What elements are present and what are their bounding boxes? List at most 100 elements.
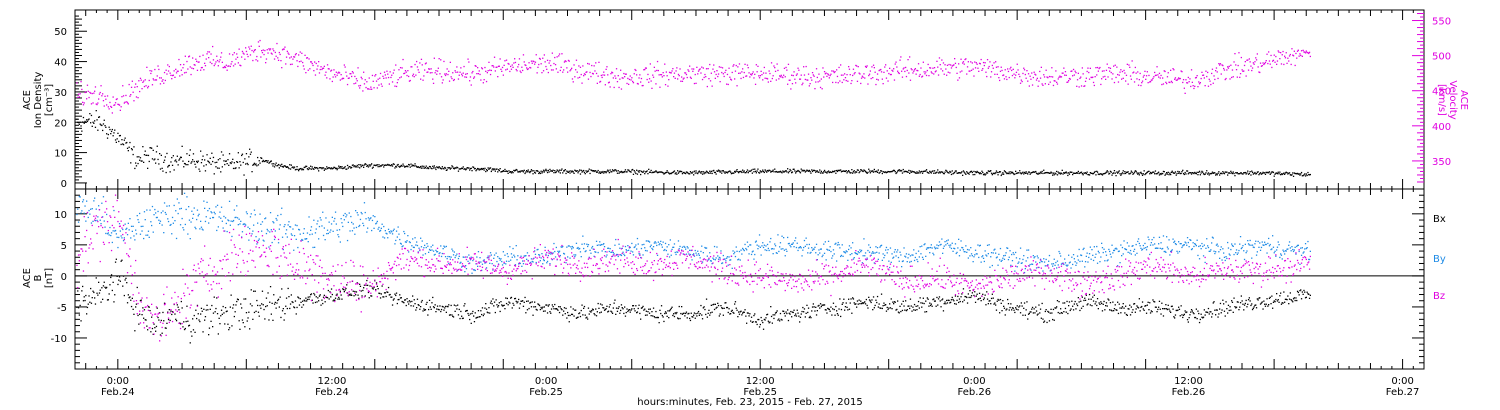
bx-series-point xyxy=(1040,317,1042,319)
density-series-point xyxy=(1106,170,1108,172)
velocity-series-point xyxy=(724,71,726,74)
bx-series-point xyxy=(480,310,482,312)
bx-series-point xyxy=(986,298,989,300)
bx-series-point xyxy=(856,306,858,308)
velocity-series-point xyxy=(445,73,447,75)
density-series-point xyxy=(879,171,881,174)
x-tick-label-time: 0:00 xyxy=(963,376,985,387)
density-series-point xyxy=(628,170,631,172)
velocity-series-point xyxy=(343,64,345,66)
velocity-series-point xyxy=(1171,81,1173,84)
bx-series-point xyxy=(171,313,173,316)
velocity-series-point xyxy=(956,72,958,74)
bx-series-point xyxy=(488,307,490,309)
velocity-series-point xyxy=(1121,78,1123,80)
density-series-point xyxy=(864,170,867,173)
density-series-point xyxy=(802,169,804,171)
bx-series-point xyxy=(485,303,487,305)
bx-series-point xyxy=(114,261,117,263)
bx-series-point xyxy=(941,299,943,301)
bx-series-point xyxy=(991,293,993,295)
velocity-series-point xyxy=(535,54,537,56)
velocity-series-point xyxy=(212,59,215,61)
bx-series-point xyxy=(266,305,268,307)
bx-series-point xyxy=(732,311,734,314)
density-series-point xyxy=(572,171,574,173)
bx-series-point xyxy=(505,297,507,299)
velocity-series-point xyxy=(1018,73,1020,75)
density-series-point xyxy=(624,170,626,173)
velocity-series-point xyxy=(1161,83,1163,86)
velocity-series-point xyxy=(357,67,359,69)
density-series-point xyxy=(448,167,450,169)
density-series-point xyxy=(514,170,516,172)
bx-series-point xyxy=(206,304,208,306)
density-series-point xyxy=(522,170,524,172)
bx-series-point xyxy=(974,301,977,303)
density-series-point xyxy=(437,167,439,169)
density-series-point xyxy=(140,160,142,162)
velocity-series-point xyxy=(681,80,684,82)
bx-series-point xyxy=(852,298,855,300)
bx-series-point xyxy=(1048,311,1050,313)
bx-series-point xyxy=(635,305,637,307)
velocity-series-point xyxy=(800,74,802,76)
density-series-point xyxy=(612,170,614,172)
bx-series-point xyxy=(772,314,774,316)
density-series-point xyxy=(841,170,843,172)
density-series-point xyxy=(1019,172,1022,174)
velocity-series-point xyxy=(241,50,244,53)
velocity-series-point xyxy=(360,76,362,78)
velocity-series-point xyxy=(342,77,345,80)
density-series-point xyxy=(807,170,809,172)
density-series-point xyxy=(1198,171,1200,173)
velocity-series-point xyxy=(113,104,115,106)
bx-series-point xyxy=(198,319,200,321)
velocity-series-point xyxy=(1304,51,1306,53)
x-tick-label-time: 0:00 xyxy=(107,376,129,387)
velocity-series-point xyxy=(1101,70,1104,72)
velocity-series-point xyxy=(673,72,676,74)
density-series-point xyxy=(1079,172,1081,174)
velocity-series-point xyxy=(935,70,937,72)
bx-series-point xyxy=(902,300,904,302)
velocity-series-point xyxy=(857,66,859,68)
density-series-point xyxy=(546,171,549,174)
velocity-series-point xyxy=(922,61,924,63)
velocity-series-point xyxy=(1231,76,1233,79)
bx-series-point xyxy=(951,296,953,299)
bx-series-point xyxy=(933,298,935,300)
velocity-series-point xyxy=(176,70,178,72)
density-series-point xyxy=(992,172,994,175)
bx-series-point xyxy=(818,304,820,307)
velocity-series-point xyxy=(533,60,535,63)
density-series-point xyxy=(411,165,413,167)
bx-series-point xyxy=(806,304,808,306)
velocity-series-point xyxy=(937,66,939,68)
velocity-series-point xyxy=(914,68,916,70)
velocity-series-point xyxy=(353,83,355,85)
velocity-series-point xyxy=(584,73,586,76)
velocity-series-point xyxy=(126,102,129,104)
velocity-series-point xyxy=(1084,80,1087,82)
density-series-point xyxy=(194,163,196,165)
density-series-point xyxy=(1148,170,1150,172)
bx-series-point xyxy=(695,313,697,315)
density-series-point xyxy=(110,130,113,133)
density-series-point xyxy=(1032,171,1034,173)
bx-series-point xyxy=(620,304,623,306)
density-series-point xyxy=(96,119,98,121)
density-series-point xyxy=(77,121,80,124)
bx-series-point xyxy=(78,314,80,316)
bx-series-point xyxy=(726,306,729,309)
velocity-series-point xyxy=(211,62,213,65)
density-series-point xyxy=(1170,173,1172,176)
velocity-series-point xyxy=(1110,71,1112,74)
bx-series-point xyxy=(1056,300,1059,302)
bx-series-point xyxy=(374,280,376,282)
density-series-point xyxy=(595,170,597,172)
velocity-series-point xyxy=(772,75,774,77)
density-series-point xyxy=(844,170,846,172)
velocity-series-point xyxy=(1027,73,1030,75)
velocity-series-point xyxy=(836,75,839,78)
